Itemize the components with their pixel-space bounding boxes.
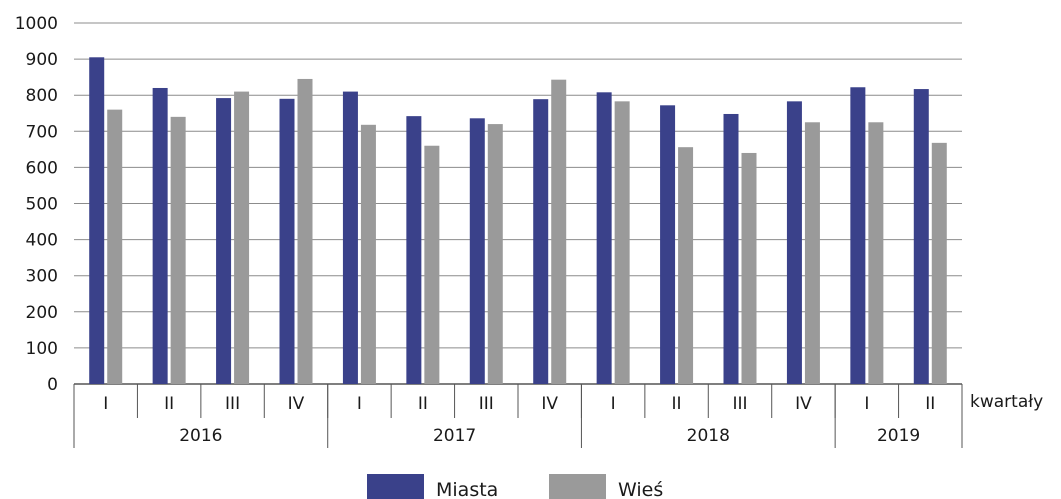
bar	[89, 57, 105, 385]
y-tick-label: 0	[47, 375, 58, 395]
y-tick-label: 300	[26, 267, 58, 287]
x-tick-label: I	[611, 394, 616, 414]
legend: Miasta Wieś	[367, 474, 663, 499]
bar	[342, 91, 358, 384]
x-tick-label: II	[925, 394, 935, 414]
x-tick-label: II	[418, 394, 428, 414]
bar	[931, 142, 947, 384]
y-tick-label: 100	[26, 339, 58, 359]
bar	[741, 152, 757, 384]
bar	[360, 124, 376, 384]
legend-label: Wieś	[618, 479, 663, 499]
bar	[678, 147, 694, 384]
x-tick-label: IV	[795, 394, 812, 414]
y-tick-label: 800	[26, 86, 58, 106]
legend-swatch	[367, 474, 424, 499]
y-tick-label: 900	[26, 50, 58, 70]
bar	[279, 98, 295, 384]
bar	[216, 98, 232, 384]
x-tick-label: III	[225, 394, 240, 414]
group-label: 2016	[179, 426, 222, 446]
bar	[723, 113, 739, 385]
x-tick-label: II	[672, 394, 682, 414]
bar	[424, 145, 440, 384]
bar	[614, 101, 630, 384]
group-label: 2018	[687, 426, 730, 446]
legend-label: Miasta	[436, 479, 498, 499]
bar	[596, 92, 612, 384]
x-tick-label: I	[357, 394, 362, 414]
group-label: 2017	[433, 426, 476, 446]
bar	[804, 122, 820, 385]
x-tick-label: I	[864, 394, 869, 414]
y-tick-label: 1000	[15, 14, 58, 34]
x-tick-label: IV	[541, 394, 558, 414]
x-tick-label: III	[479, 394, 494, 414]
y-axis-labels: 0 100 200 300 400 500 600 700 800 900 1000	[15, 14, 58, 395]
bar	[913, 89, 929, 385]
x-tick-label: IV	[288, 394, 305, 414]
x-tick-label: II	[164, 394, 174, 414]
bar	[850, 87, 866, 385]
bar	[660, 105, 676, 385]
x-axis-label: kwartały	[970, 392, 1043, 412]
bar	[469, 118, 485, 384]
bar	[152, 87, 168, 384]
bar	[868, 122, 884, 385]
y-tick-label: 600	[26, 158, 58, 178]
bar	[297, 78, 313, 384]
bar	[234, 91, 250, 384]
bar	[406, 116, 422, 384]
y-tick-label: 700	[26, 122, 58, 142]
gridlines	[74, 22, 962, 385]
y-tick-label: 500	[26, 195, 58, 215]
bar	[551, 79, 567, 384]
bar	[533, 99, 549, 385]
bar	[170, 116, 186, 385]
bar	[487, 124, 503, 384]
group-label: 2019	[877, 426, 920, 446]
legend-swatch	[549, 474, 606, 499]
y-tick-label: 400	[26, 231, 58, 251]
y-tick-label: 200	[26, 303, 58, 323]
bar	[786, 101, 802, 384]
x-tick-label: III	[732, 394, 747, 414]
bar	[107, 109, 123, 384]
x-tick-label: I	[103, 394, 108, 414]
bars	[89, 57, 947, 385]
